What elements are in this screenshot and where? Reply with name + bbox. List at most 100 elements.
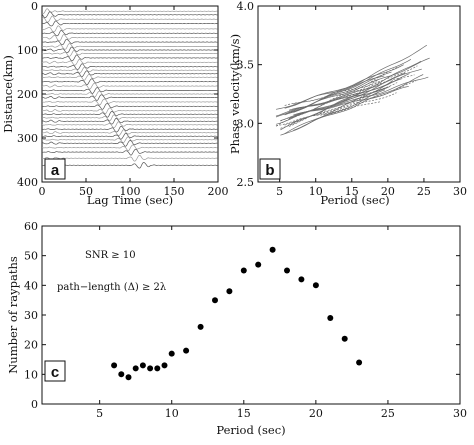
panel-b-ytick-label: 3.5 <box>237 59 255 72</box>
raypath-count-point <box>154 365 161 372</box>
panel-c-xtick-label: 25 <box>381 407 395 420</box>
panel-a-ticks: 0 50 100 150 200 0 100 200 300 400 <box>17 0 229 198</box>
cross-correlation-trace <box>42 54 218 62</box>
cross-correlation-trace <box>42 114 218 121</box>
panel-a-ytick-label: 300 <box>17 132 38 145</box>
raypath-count-point <box>139 362 146 369</box>
panel-b-ytick-label: 2.5 <box>237 176 255 189</box>
cross-correlation-trace <box>41 63 218 70</box>
raypath-count-point <box>341 335 348 342</box>
cross-correlation-trace <box>42 90 218 98</box>
panel-a-ytick-label: 200 <box>17 88 38 101</box>
cross-correlation-trace <box>41 34 218 42</box>
dispersion-curve <box>284 68 422 115</box>
panel-c-letter: c <box>51 364 59 381</box>
panel-c-ylabel: Number of raypaths <box>6 256 20 374</box>
panel-a-ytick-label: 400 <box>17 176 38 189</box>
panel-b-curves <box>275 44 430 136</box>
raypath-count-point <box>183 347 190 354</box>
panel-a-ylabel: Distance(km) <box>1 55 15 133</box>
panel-b-xtick-label: 30 <box>453 185 467 198</box>
panel-c-annotation-snr: SNR ≥ 10 <box>85 250 136 261</box>
panel-a-letter-box <box>44 158 66 180</box>
raypath-count-point <box>255 261 262 268</box>
dispersion-curve <box>284 64 404 109</box>
cross-correlation-trace <box>41 25 218 33</box>
panel-a-ytick-label: 100 <box>17 44 38 57</box>
cross-correlation-trace <box>41 111 218 118</box>
raypath-count-point <box>111 362 118 369</box>
panel-c-xtick-label: 20 <box>309 407 323 420</box>
dispersion-curve <box>280 65 418 122</box>
panel-c-xtick-label: 5 <box>96 407 103 420</box>
dispersion-curve <box>293 80 381 105</box>
cross-correlation-trace <box>41 15 218 23</box>
cross-correlation-trace <box>41 38 218 46</box>
cross-correlation-trace <box>41 11 218 18</box>
cross-correlation-trace <box>41 50 218 57</box>
cross-correlation-trace <box>41 144 218 152</box>
panel-a-xtick-label: 150 <box>164 185 185 198</box>
panel-c-points <box>111 246 363 381</box>
raypath-count-point <box>327 315 334 321</box>
panel-c-ytick-label: 30 <box>24 309 38 322</box>
panel-a-xlabel: Lag Time (sec) <box>87 193 173 207</box>
cross-correlation-trace <box>41 118 218 125</box>
raypath-count-point <box>284 267 290 274</box>
panel-b-xtick-label: 25 <box>417 185 431 198</box>
dispersion-curve <box>275 73 410 125</box>
panel-c-xlabel: Period (sec) <box>216 423 285 437</box>
raypath-count-point <box>161 362 168 369</box>
cross-correlation-trace <box>41 121 218 128</box>
cross-correlation-trace <box>42 30 218 37</box>
raypath-count-point <box>168 350 175 357</box>
panel-c-ytick-label: 20 <box>24 339 38 352</box>
cross-correlation-trace <box>41 98 218 106</box>
raypath-count-point <box>212 297 218 304</box>
cross-correlation-trace <box>41 74 218 81</box>
cross-correlation-trace <box>41 129 218 136</box>
cross-correlation-trace <box>41 140 218 147</box>
panel-b-xtick-label: 15 <box>345 185 359 198</box>
cross-correlation-trace <box>41 87 218 94</box>
cross-correlation-trace <box>42 103 218 110</box>
panel-a-traces <box>41 8 218 169</box>
panel-c-xtick-label: 30 <box>453 407 467 420</box>
panel-a: 0 50 100 150 200 0 100 200 300 400 Lag Time (sec)… <box>1 0 229 207</box>
panel-c-ytick-label: 50 <box>24 250 38 263</box>
raypath-count-point <box>269 246 276 253</box>
panel-b-ytick-label: 3.0 <box>237 117 255 130</box>
panel-a-xtick-label: 200 <box>208 185 229 198</box>
panel-c-ytick-label: 10 <box>24 368 38 381</box>
panel-c: 5 10 15 20 25 30 0 10 20 30 40 50 60 SNR ≥ 10 path−l… <box>6 220 467 437</box>
cross-correlation-trace <box>41 70 218 78</box>
panel-b-letter-box <box>259 158 281 180</box>
cross-correlation-trace <box>42 78 218 86</box>
cross-correlation-trace <box>41 94 218 101</box>
panel-c-ytick-label: 60 <box>24 220 38 233</box>
panel-c-xtick-label: 10 <box>165 407 179 420</box>
dispersion-curve <box>280 89 386 136</box>
panel-b-xtick-label: 5 <box>276 185 283 198</box>
panel-b-letter: b <box>265 162 274 179</box>
cross-correlation-trace <box>42 125 218 133</box>
cross-correlation-trace <box>42 148 218 156</box>
panel-b-xlabel: Period (sec) <box>320 193 389 207</box>
panel-c-ytick-label: 40 <box>24 279 38 292</box>
panel-b: 5 10 15 20 25 30 2.5 3.0 3.5 4.0 Period (sec) Pha… <box>228 0 467 207</box>
raypath-count-point <box>356 359 363 366</box>
raypath-count-point <box>226 288 233 295</box>
panel-b-ticks: 5 10 15 20 25 30 2.5 3.0 3.5 4.0 <box>237 0 468 198</box>
cross-correlation-trace <box>41 136 218 144</box>
cross-correlation-trace <box>42 46 218 54</box>
panel-b-ylabel: Phase velocity(km/s) <box>228 34 242 154</box>
panel-a-xtick-label: 100 <box>120 185 141 198</box>
raypath-count-point <box>298 276 305 283</box>
panel-c-letter-box <box>44 360 66 382</box>
panel-b-xtick-label: 20 <box>381 185 395 198</box>
cross-correlation-trace <box>41 154 218 162</box>
cross-correlation-trace <box>41 132 218 140</box>
panel-a-xtick-label: 0 <box>39 185 46 198</box>
raypath-count-point <box>240 267 247 274</box>
